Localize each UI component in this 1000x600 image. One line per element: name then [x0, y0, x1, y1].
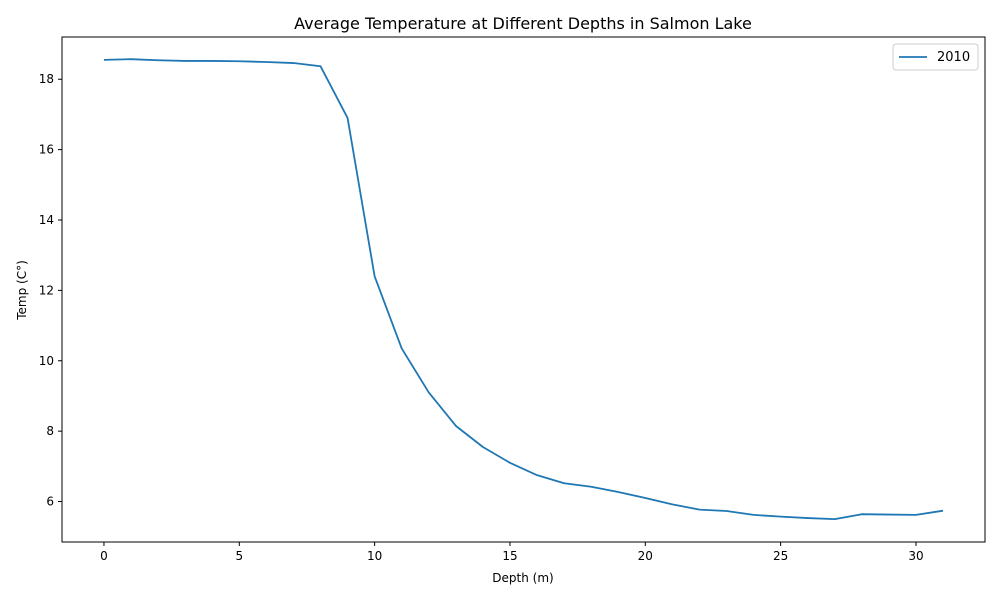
y-axis-label: Temp (C°)	[15, 260, 29, 321]
legend: 2010	[892, 43, 979, 71]
legend-label-2010: 2010	[937, 50, 970, 65]
y-axis: 6 8 10 12 14 16 18	[39, 72, 62, 509]
plot-frame	[61, 36, 986, 543]
x-axis-label: Depth (m)	[492, 571, 553, 585]
y-tick-label: 8	[46, 424, 54, 438]
y-tick-label: 14	[39, 213, 54, 227]
y-tick-label: 10	[39, 354, 54, 368]
series-layer	[103, 58, 944, 521]
chart-title: Average Temperature at Different Depths …	[294, 14, 752, 33]
x-tick-label: 20	[638, 549, 653, 563]
y-tick-label: 18	[39, 72, 54, 86]
x-tick-label: 30	[908, 549, 923, 563]
x-tick-label: 15	[502, 549, 517, 563]
series-line-2010	[103, 58, 944, 521]
y-tick-label: 6	[46, 495, 54, 509]
x-tick-label: 5	[235, 549, 243, 563]
legend-box	[892, 43, 979, 71]
x-tick-label: 25	[773, 549, 788, 563]
y-tick-label: 16	[39, 143, 54, 157]
x-tick-label: 10	[367, 549, 382, 563]
x-tick-label: 0	[100, 549, 108, 563]
y-tick-label: 12	[39, 283, 54, 297]
x-axis: 0 5 10 15 20 25 30	[100, 542, 924, 563]
